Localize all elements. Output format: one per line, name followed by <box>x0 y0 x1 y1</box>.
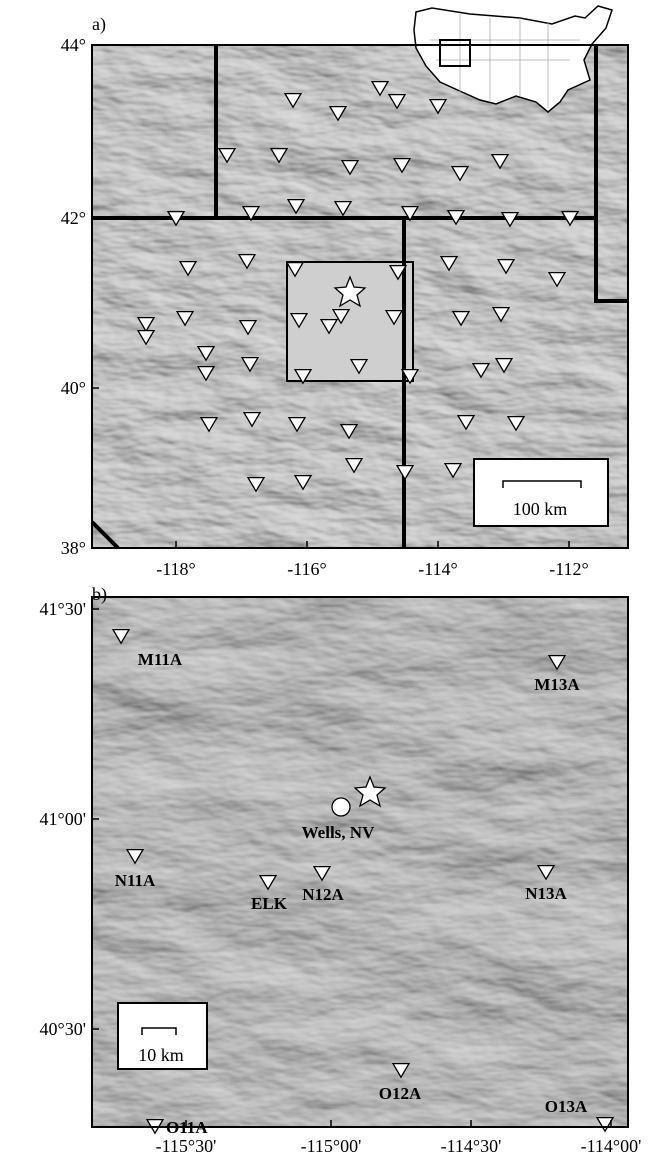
lat-label: 44° <box>61 35 86 55</box>
lon-label: -112° <box>549 559 589 579</box>
lon-label: -115°30' <box>156 1136 217 1156</box>
figure: 100 km a) M11AM13AN11AN12AN13AELKO11AO12… <box>0 0 648 1160</box>
lon-label: -114°00' <box>581 1136 642 1156</box>
station-label: N13A <box>525 884 567 903</box>
station-label: ELK <box>251 894 288 913</box>
lat-label: 38° <box>61 538 86 558</box>
panel-b: M11AM13AN11AN12AN13AELKO11AO12AO13A Well… <box>92 584 628 1137</box>
station-label: O12A <box>379 1084 422 1103</box>
lon-label: -118° <box>156 559 196 579</box>
station-label: M13A <box>534 675 580 694</box>
station-label: N12A <box>302 885 344 904</box>
lon-label: -114°30' <box>441 1136 502 1156</box>
lon-label: -116° <box>287 559 327 579</box>
lat-label: 40° <box>61 378 86 398</box>
panel-label: a) <box>92 14 106 35</box>
lat-label: 41°30' <box>40 599 86 619</box>
station-label: N11A <box>115 871 156 890</box>
scale-label: 100 km <box>513 499 568 519</box>
lat-label: 41°00' <box>40 809 86 829</box>
lon-label: -114° <box>418 559 458 579</box>
panel-a: 100 km a) <box>92 6 628 548</box>
panel-label: b) <box>92 584 107 605</box>
town-marker <box>332 798 350 816</box>
station-label: O13A <box>545 1097 588 1116</box>
town-label: Wells, NV <box>302 823 375 842</box>
scale-label: 10 km <box>138 1045 184 1065</box>
lat-label: 40°30' <box>40 1019 86 1039</box>
station-label: M11A <box>138 650 183 669</box>
lon-label: -115°00' <box>301 1136 362 1156</box>
lat-label: 42° <box>61 208 86 228</box>
